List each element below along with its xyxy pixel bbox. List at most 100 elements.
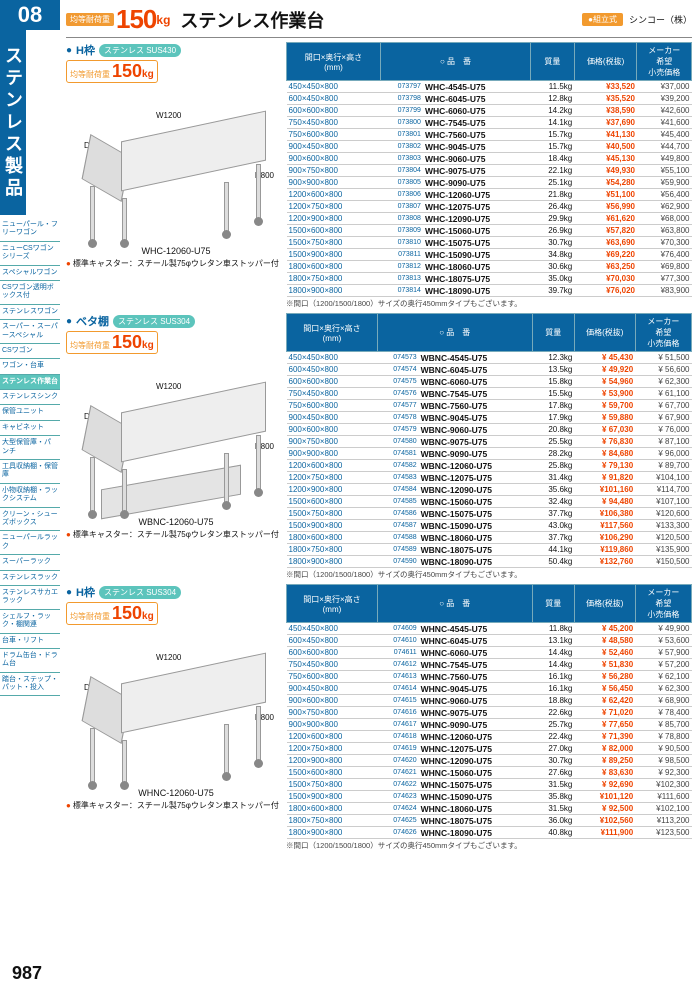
table-row: 1800×900×800073814WHC-18090-U75 39.7kg¥7…	[287, 285, 692, 297]
section-name: H枠	[76, 42, 95, 58]
table-row: 600×450×800073798WHC-6045-U75 12.8kg¥35,…	[287, 93, 692, 105]
sidenav-item[interactable]: CSワゴン	[0, 344, 60, 359]
table-row: 750×600×800073801WHC-7560-U75 15.7kg¥41,…	[287, 129, 692, 141]
table-row: 900×450×800073802WHC-9045-U75 15.7kg¥40,…	[287, 141, 692, 153]
table-row: 450×450×800073797WHC-4545-U75 11.5kg¥33,…	[287, 81, 692, 93]
sidenav-item[interactable]: クリーン・シューズボックス	[0, 508, 60, 532]
load-value: 150	[116, 4, 156, 35]
sidenav-item[interactable]: ステンレスラック	[0, 571, 60, 586]
assembly-badge: ●組立式	[582, 13, 623, 26]
product-section: ●H枠ステンレス SUS304 均等耐荷重150kg W1200D600H800…	[66, 584, 692, 851]
caster-note: 標準キャスター：スチール製75φウレタン車ストッパー付	[66, 800, 286, 811]
sidenav-item[interactable]: スーパーラック	[0, 555, 60, 570]
sidenav-item[interactable]: 大型保管庫・パンチ	[0, 436, 60, 460]
product-diagram: W1200D600H800	[66, 628, 276, 788]
table-row: 750×600×800074577WBNC-7560-U75 17.8kg¥ 5…	[287, 400, 692, 412]
load-unit: kg	[156, 13, 170, 27]
sidenav-item[interactable]: ニューCSワゴンシリーズ	[0, 242, 60, 266]
price-table: 間口×奥行×高さ(mm) ○ 品 番 質量 価格(税抜) メーカー希望小売価格 …	[286, 584, 692, 839]
th-model: ○ 品 番	[377, 585, 532, 623]
section-name: H枠	[76, 584, 95, 600]
diagram-model: WBNC-12060-U75	[66, 517, 286, 527]
manufacturer: シンコー（株）	[629, 13, 692, 26]
table-row: 1200×750×800074619WHNC-12075-U75 27.0kg¥…	[287, 743, 692, 755]
caster-note: 標準キャスター：スチール製75φウレタン車ストッパー付	[66, 529, 286, 540]
th-dim: 間口×奥行×高さ(mm)	[287, 43, 381, 81]
sidenav-item[interactable]: キャビネット	[0, 421, 60, 436]
table-row: 600×600×800074575WBNC-6060-U75 15.8kg¥ 5…	[287, 376, 692, 388]
sidenav-item[interactable]: スペシャルワゴン	[0, 266, 60, 281]
table-row: 900×750×800074580WBNC-9075-U75 25.5kg¥ 7…	[287, 436, 692, 448]
table-row: 1200×750×800074583WBNC-12075-U75 31.4kg¥…	[287, 472, 692, 484]
table-row: 1500×900×800074587WBNC-15090-U75 43.0kg¥…	[287, 520, 692, 532]
page-header: 均等耐荷重 150 kg ステンレス作業台 ●組立式 シンコー（株）	[66, 4, 692, 38]
th-price: 価格(税抜)	[574, 585, 635, 623]
table-row: 900×450×800074578WBNC-9045-U75 17.9kg¥ 5…	[287, 412, 692, 424]
table-row: 450×450×800074573WBNC-4545-U75 12.3kg¥ 4…	[287, 352, 692, 364]
price-table: 間口×奥行×高さ(mm) ○ 品 番 質量 価格(税抜) メーカー希望小売価格 …	[286, 313, 692, 568]
material-badge: ステンレス SUS304	[113, 315, 195, 328]
table-row: 900×450×800074614WHNC-9045-U75 16.1kg¥ 5…	[287, 683, 692, 695]
material-badge: ステンレス SUS304	[99, 586, 181, 599]
th-dim: 間口×奥行×高さ(mm)	[287, 314, 378, 352]
table-row: 1200×900×800073808WHC-12090-U75 29.9kg¥6…	[287, 213, 692, 225]
table-row: 600×450×800074610WHNC-6045-U75 13.1kg¥ 4…	[287, 635, 692, 647]
table-row: 450×450×800074609WHNC-4545-U75 11.8kg¥ 4…	[287, 623, 692, 635]
th-dim: 間口×奥行×高さ(mm)	[287, 585, 378, 623]
th-price: 価格(税抜)	[574, 43, 637, 81]
page-number: 987	[12, 963, 42, 984]
table-row: 1200×900×800074584WBNC-12090-U75 35.6kg¥…	[287, 484, 692, 496]
table-row: 1500×600×800074621WHNC-15060-U75 27.6kg¥…	[287, 767, 692, 779]
table-row: 1800×750×800073813WHC-18075-U75 35.0kg¥7…	[287, 273, 692, 285]
table-note: ※間口（1200/1500/1800）サイズの奥行450mmタイプもございます。	[286, 569, 692, 580]
caster-note: 標準キャスター：スチール製75φウレタン車ストッパー付	[66, 258, 286, 269]
product-section: ●ベタ棚ステンレス SUS304 均等耐荷重150kg W1200D600H80…	[66, 313, 692, 580]
table-row: 1800×600×800073812WHC-18060-U75 30.6kg¥6…	[287, 261, 692, 273]
category-title: ステンレス製品	[0, 30, 26, 215]
sidenav-item[interactable]: 踏台・ステップ・パット・投入	[0, 673, 60, 697]
load-label: 均等耐荷重	[66, 13, 114, 26]
table-row: 1200×900×800074620WHNC-12090-U75 30.7kg¥…	[287, 755, 692, 767]
sidenav-item[interactable]: CSワゴン透明ボックス付	[0, 281, 60, 305]
sidenav-item[interactable]: シェルフ・ラック・棚関連	[0, 610, 60, 634]
sidenav-item[interactable]: ニューパールラック	[0, 531, 60, 555]
sidenav-item[interactable]: スーパー・スーパースペシャル	[0, 320, 60, 344]
table-row: 1500×750×800074586WBNC-15075-U75 37.7kg¥…	[287, 508, 692, 520]
th-weight: 質量	[532, 585, 574, 623]
table-row: 1500×900×800073811WHC-15090-U75 34.8kg¥6…	[287, 249, 692, 261]
table-row: 1500×900×800074623WHNC-15090-U75 35.8kg¥…	[287, 791, 692, 803]
side-nav: ニューパール・フリーワゴンニューCSワゴンシリーズスペシャルワゴンCSワゴン透明…	[0, 215, 60, 696]
th-srp: メーカー希望小売価格	[635, 314, 691, 352]
sidenav-item[interactable]: ステンレスシンク	[0, 390, 60, 405]
product-diagram: W1200D600H800	[66, 86, 276, 246]
th-price: 価格(税抜)	[574, 314, 635, 352]
sidenav-item[interactable]: ステンレスサカエラック	[0, 586, 60, 610]
sidenav-item[interactable]: ステンレスワゴン	[0, 305, 60, 320]
product-diagram: W1200D600H800	[66, 357, 276, 517]
category-number: 08	[0, 0, 60, 30]
sidenav-item[interactable]: 小物収納棚・ラックシステム	[0, 484, 60, 508]
sidenav-item[interactable]: 保管ユニット	[0, 405, 60, 420]
table-row: 1200×600×800074618WHNC-12060-U75 22.4kg¥…	[287, 731, 692, 743]
sidenav-item[interactable]: 工具収納棚・保管庫	[0, 460, 60, 484]
table-row: 900×750×800074616WHNC-9075-U75 22.6kg¥ 7…	[287, 707, 692, 719]
th-weight: 質量	[531, 43, 575, 81]
sidenav-item[interactable]: ステンレス作業台	[0, 375, 60, 390]
sidenav-item[interactable]: ニューパール・フリーワゴン	[0, 218, 60, 242]
sidenav-item[interactable]: ドラム缶台・ドラム台	[0, 649, 60, 673]
table-row: 1800×750×800074625WHNC-18075-U75 36.0kg¥…	[287, 815, 692, 827]
table-row: 1500×750×800074622WHNC-15075-U75 31.5kg¥…	[287, 779, 692, 791]
table-row: 900×900×800073805WHC-9090-U75 25.1kg¥54,…	[287, 177, 692, 189]
table-row: 600×600×800074611WHNC-6060-U75 14.4kg¥ 5…	[287, 647, 692, 659]
table-row: 1500×750×800073810WHC-15075-U75 30.7kg¥6…	[287, 237, 692, 249]
table-row: 1800×600×800074588WBNC-18060-U75 37.7kg¥…	[287, 532, 692, 544]
th-weight: 質量	[532, 314, 574, 352]
table-row: 1800×600×800074624WHNC-18060-U75 31.5kg¥…	[287, 803, 692, 815]
sidenav-item[interactable]: 台車・リフト	[0, 634, 60, 649]
diagram-model: WHNC-12060-U75	[66, 788, 286, 798]
sidenav-item[interactable]: ワゴン・台車	[0, 359, 60, 374]
table-row: 750×600×800074613WHNC-7560-U75 16.1kg¥ 5…	[287, 671, 692, 683]
table-row: 600×450×800074574WBNC-6045-U75 13.5kg¥ 4…	[287, 364, 692, 376]
table-row: 1500×600×800073809WHC-15060-U75 26.9kg¥5…	[287, 225, 692, 237]
table-row: 1800×900×800074590WBNC-18090-U75 50.4kg¥…	[287, 556, 692, 568]
